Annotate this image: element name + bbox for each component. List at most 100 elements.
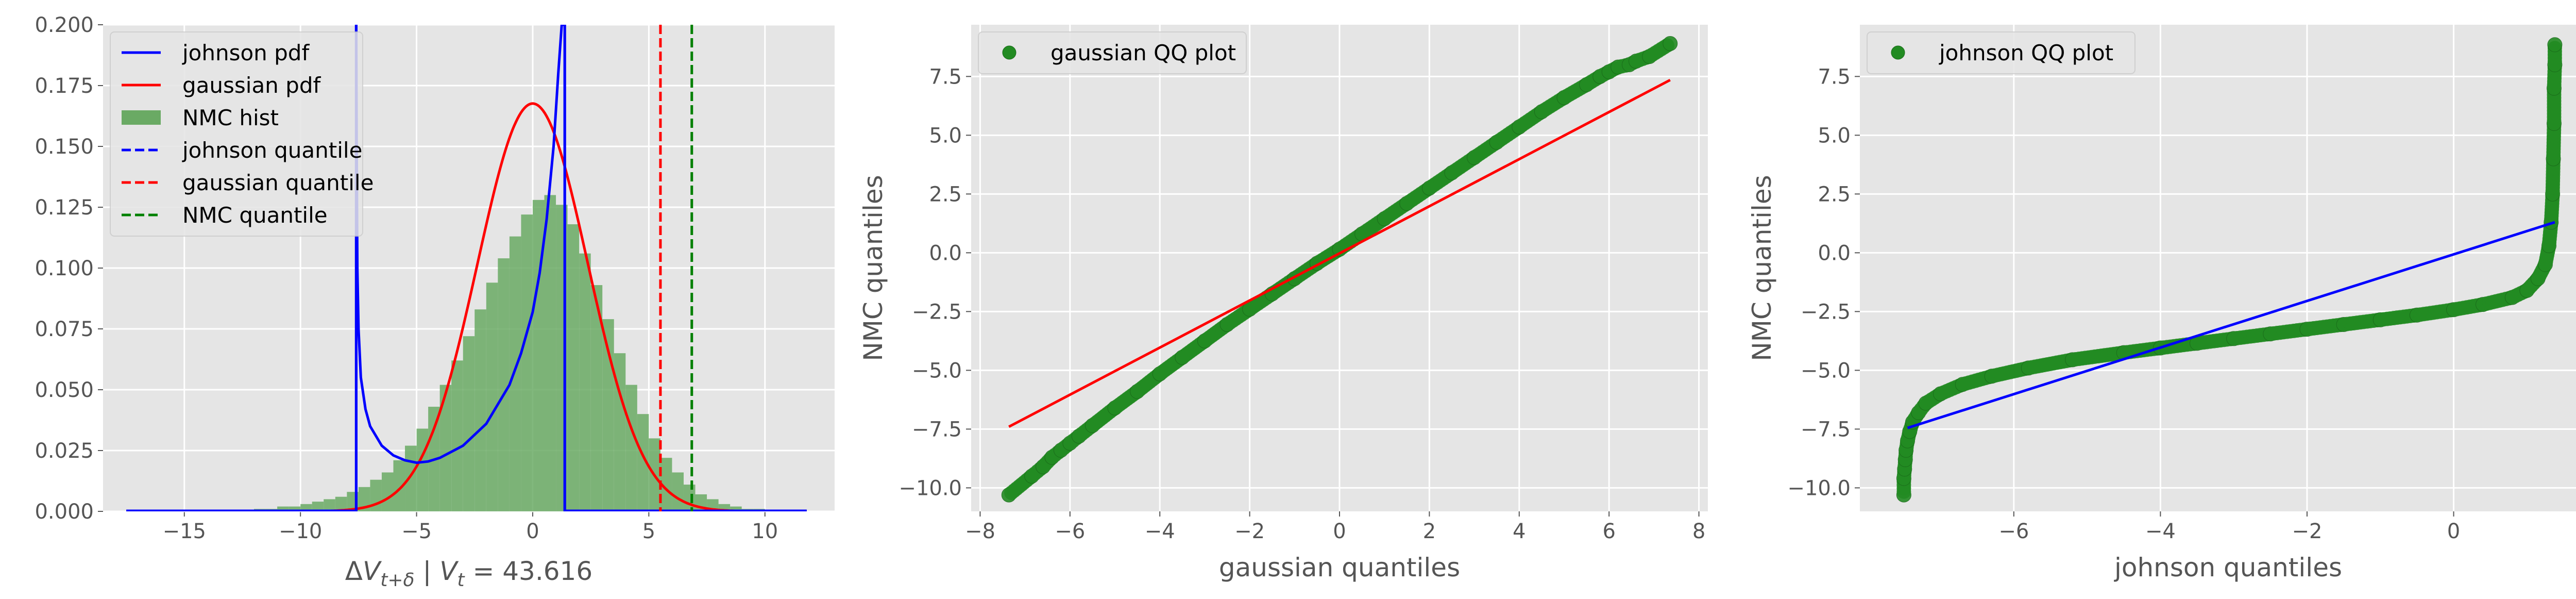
panel-johnson-qq: −6 −4 −2 0 −10.0 −7.5 −5.0 −2.5 0.0 2.5 5.0 7.5 john… <box>1747 25 2576 583</box>
x-tick-label: −4 <box>1145 520 1175 543</box>
legend-label: NMC quantile <box>182 203 328 228</box>
y-tick-label: 0.050 <box>35 378 94 402</box>
hist-bar <box>300 504 312 511</box>
x-axis-label-part: t <box>457 570 465 591</box>
panel-gaussian-qq: −8 −6 −4 −2 0 2 4 6 8 −10.0 −7.5 −5.0 −2.5 0.0 2.5 5.0 7… <box>858 25 1708 583</box>
y-axis-label: NMC quantiles <box>1747 175 1777 361</box>
hist-bar <box>324 499 335 511</box>
hist-bar <box>590 285 603 511</box>
y-axis-label: NMC quantiles <box>858 175 888 361</box>
x-tick-label: −5 <box>401 520 432 543</box>
legend-label: gaussian pdf <box>182 73 321 98</box>
hist-bar <box>463 336 475 511</box>
hist-bar <box>393 460 405 511</box>
hist-bar <box>614 353 626 511</box>
legend-swatch <box>1002 45 1016 60</box>
hist-bar <box>312 502 324 511</box>
y-tick-label: 5.0 <box>1818 124 1851 147</box>
hist-bar <box>544 195 556 511</box>
x-axis-label-part: δ <box>403 570 415 591</box>
x-axis-label-part: t <box>380 570 388 591</box>
qq-point <box>2547 37 2563 53</box>
hist-bar <box>660 458 672 511</box>
hist-bar <box>730 506 742 511</box>
x-axis-label: johnson quantiles <box>2114 553 2342 583</box>
x-axis-label-part: V <box>363 556 382 586</box>
y-tick-label: 2.5 <box>1818 182 1851 206</box>
x-axis-label-part: V <box>439 556 459 586</box>
y-tick-label: 0.100 <box>35 257 94 280</box>
y-tick-label: −10.0 <box>1787 476 1851 500</box>
x-tick-label: 6 <box>1602 520 1615 543</box>
y-tick-label: −5.0 <box>1801 359 1851 382</box>
y-tick-label: −2.5 <box>912 300 962 324</box>
hist-bar <box>637 414 649 511</box>
hist-bar <box>498 258 510 511</box>
x-tick-label: −8 <box>965 520 995 543</box>
x-tick-label: −10 <box>279 520 322 543</box>
legend-swatch <box>1891 45 1905 60</box>
x-tick-label: −2 <box>1234 520 1265 543</box>
y-tick-label: −5.0 <box>912 359 962 382</box>
y-tick-label: 0.150 <box>35 135 94 159</box>
x-axis-label-part: + <box>387 570 403 591</box>
y-tick-label: 0.175 <box>35 74 94 98</box>
y-tick-label: 0.0 <box>929 241 962 265</box>
x-tick-label: −6 <box>1998 520 2029 543</box>
x-tick-label: 2 <box>1423 520 1436 543</box>
plot-background <box>1860 25 2576 511</box>
x-axis-label: gaussian quantiles <box>1219 553 1460 583</box>
y-tick-label: −10.0 <box>899 476 962 500</box>
panel-distribution: −15 −10 −5 0 5 10 0.000 0.025 0.050 0.075 0.100 0.1… <box>35 13 835 591</box>
y-tick-label: 0.125 <box>35 196 94 220</box>
hist-bar <box>486 282 498 511</box>
y-tick-label: 7.5 <box>929 65 962 89</box>
gaussian-pdf-line <box>126 102 807 511</box>
hist-bar <box>277 506 289 511</box>
x-axis-label-part: | <box>415 556 440 586</box>
hist-bar <box>567 224 580 511</box>
qq-point <box>1663 36 1678 51</box>
hist-bar <box>683 485 696 511</box>
hist-bar <box>625 385 637 511</box>
x-tick-label: −4 <box>2145 520 2176 543</box>
hist-bar <box>602 319 614 511</box>
legend-label: gaussian quantile <box>182 170 374 195</box>
fit-line <box>1008 78 1671 428</box>
x-tick-label: 10 <box>752 520 778 543</box>
y-tick-label: 0.000 <box>35 500 94 524</box>
legend-label: johnson quantile <box>182 138 362 163</box>
legend-swatch <box>122 110 161 125</box>
hist-bar <box>358 487 370 511</box>
hist-bar <box>381 472 394 511</box>
y-tick-label: 0.075 <box>35 318 94 341</box>
x-axis-label-part: = 43.616 <box>465 556 593 586</box>
y-tick-label: 0.025 <box>35 439 94 463</box>
hist-bar <box>416 428 429 511</box>
legend-box <box>1867 31 2136 74</box>
hist-bar <box>335 496 347 511</box>
hist-bar <box>672 472 684 511</box>
y-tick-label: 2.5 <box>929 182 962 206</box>
plot-area <box>1001 36 1678 503</box>
hist-bar <box>451 360 463 511</box>
x-tick-label: −6 <box>1055 520 1085 543</box>
hist-bar <box>439 385 452 511</box>
x-tick-label: 4 <box>1513 520 1526 543</box>
legend-label: johnson pdf <box>182 40 310 65</box>
hist-bar <box>521 214 533 511</box>
hist-bar <box>289 506 301 511</box>
x-tick-label: −2 <box>2292 520 2322 543</box>
plot-area <box>1896 37 2563 503</box>
y-tick-label: −7.5 <box>912 418 962 441</box>
hist-bar <box>405 445 417 511</box>
johnson-pdf-line <box>354 25 566 511</box>
x-tick-label: 0 <box>526 520 539 543</box>
y-tick-label: 5.0 <box>929 124 962 147</box>
hist-bar <box>509 236 521 511</box>
legend-label: NMC hist <box>182 105 279 130</box>
x-tick-label: 8 <box>1692 520 1705 543</box>
hist-bar <box>532 199 545 511</box>
x-tick-label: −15 <box>163 520 206 543</box>
